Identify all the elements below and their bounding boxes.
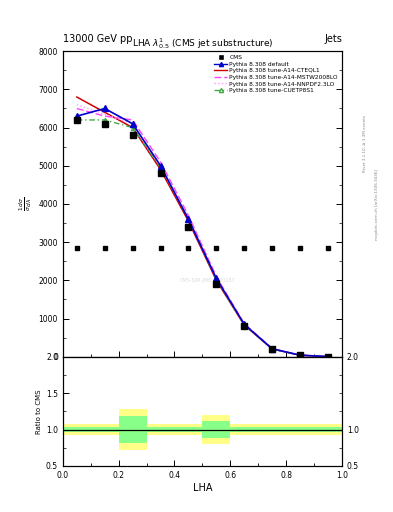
- Text: mcplots.cern.ch [arXiv:1306.3436]: mcplots.cern.ch [arXiv:1306.3436]: [375, 169, 379, 240]
- Text: Rivet 3.1.10, ≥ 3.3M events: Rivet 3.1.10, ≥ 3.3M events: [364, 115, 367, 172]
- Y-axis label: $\frac{1}{\sigma} \frac{d\sigma}{d\lambda}$: $\frac{1}{\sigma} \frac{d\sigma}{d\lambd…: [18, 197, 34, 211]
- Text: Jets: Jets: [324, 33, 342, 44]
- Legend: CMS, Pythia 8.308 default, Pythia 8.308 tune-A14-CTEQL1, Pythia 8.308 tune-A14-M: CMS, Pythia 8.308 default, Pythia 8.308 …: [213, 54, 339, 94]
- Text: 13000 GeV pp: 13000 GeV pp: [63, 33, 132, 44]
- Title: LHA $\lambda^{1}_{0.5}$ (CMS jet substructure): LHA $\lambda^{1}_{0.5}$ (CMS jet substru…: [132, 36, 273, 51]
- X-axis label: LHA: LHA: [193, 482, 212, 493]
- Text: CMS-SIM-JME-1920187: CMS-SIM-JME-1920187: [180, 278, 236, 283]
- Y-axis label: Ratio to CMS: Ratio to CMS: [36, 389, 42, 434]
